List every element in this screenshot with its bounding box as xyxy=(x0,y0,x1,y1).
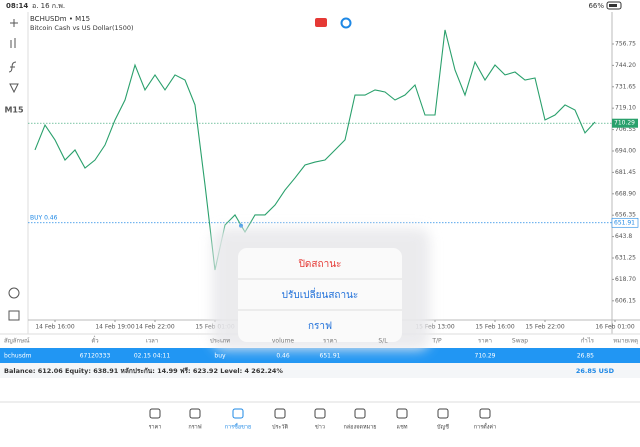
position-row[interactable] xyxy=(0,348,640,363)
timeframe-button[interactable]: M15 xyxy=(4,106,24,115)
summary-bg xyxy=(0,363,640,378)
one-click-button[interactable] xyxy=(315,18,327,27)
position-label: BUY 0.46 xyxy=(30,214,58,221)
dialog-option[interactable]: กราฟ xyxy=(308,321,332,332)
total-profit: 26.85 USD xyxy=(576,367,615,375)
tab-label[interactable]: ข่าว xyxy=(315,425,325,431)
plot: 606.15 618.70 631.25 643.8 656.35 668.90 681.4… xyxy=(28,29,639,331)
action-sheet-bg xyxy=(238,248,402,342)
x-tick-label: 16 Feb 01:00 xyxy=(595,324,635,331)
column-header: T/P xyxy=(431,338,442,345)
y-tick-label: 631.25 xyxy=(615,255,636,262)
bid-price: 710.29 xyxy=(614,120,635,127)
column-header: ตั๋ว xyxy=(91,335,98,344)
y-tick-label: 606.15 xyxy=(615,297,636,304)
status-time: 08:14 xyxy=(6,2,28,10)
battery-icon xyxy=(606,1,622,10)
tab-icon[interactable] xyxy=(437,408,449,419)
x-tick-label: 14 Feb 16:00 xyxy=(35,324,75,331)
y-tick-label: 731.65 xyxy=(615,83,636,90)
sync-button[interactable] xyxy=(340,17,352,29)
y-tick-label: 643.8 xyxy=(615,233,632,240)
position-price: 651.91 xyxy=(614,219,635,226)
column-header: สัญลักษณ์ xyxy=(4,337,30,345)
cell: 651.91 xyxy=(320,353,341,360)
objects-tool[interactable] xyxy=(9,83,19,94)
y-tick-label: 656.35 xyxy=(615,212,636,219)
tab-icon[interactable] xyxy=(149,408,161,419)
crosshair-tool[interactable] xyxy=(10,19,18,27)
chart-title: BCHUSDm • M15 xyxy=(30,15,90,23)
status-date: อ. 16 ก.พ. xyxy=(32,2,65,10)
y-tick-label: 719.10 xyxy=(615,105,636,112)
cell: 0.46 xyxy=(276,353,290,360)
y-tick-label: 694.00 xyxy=(615,147,636,154)
tab-icon[interactable] xyxy=(479,408,491,419)
column-header: Swap xyxy=(512,338,528,345)
tab-label[interactable]: การตั้งค่า xyxy=(474,423,496,431)
x-tick-label: 15 Feb 22:00 xyxy=(525,324,565,331)
column-header: เวลา xyxy=(146,338,158,345)
y-tick-label: 744.20 xyxy=(615,62,636,69)
cell: 02.15 04:11 xyxy=(134,353,171,360)
battery-level: 66% xyxy=(588,2,604,10)
left-toolbar xyxy=(8,19,20,321)
y-tick-label: 618.70 xyxy=(615,276,636,283)
indicator-tool[interactable] xyxy=(10,38,16,48)
zoom-tool[interactable] xyxy=(8,287,20,299)
chart-subtitle: Bitcoin Cash vs US Dollar(1500) xyxy=(30,24,134,32)
tab-bar: ราคา กราฟ การซื้อขาย ประวัติ ข่าว กล่องจดหมาย… xyxy=(149,408,496,431)
account-summary: Balance: 612.06 Equity: 638.91 หลักประกั… xyxy=(4,367,283,375)
tab-icon[interactable] xyxy=(189,408,201,419)
x-tick-label: 14 Feb 22:00 xyxy=(135,324,175,331)
column-header: volume xyxy=(272,338,295,345)
entry-marker xyxy=(239,223,243,228)
x-tick-label: 15 Feb 13:00 xyxy=(415,324,455,331)
y-tick-label: 706.55 xyxy=(615,126,636,133)
column-header: หมายเหตุ xyxy=(613,338,638,345)
column-header: ราคา xyxy=(323,338,337,345)
x-tick-label: 14 Feb 19:00 xyxy=(95,324,135,331)
tab-icon[interactable] xyxy=(232,408,244,419)
column-header: ราคา xyxy=(478,338,492,345)
position-price-tag xyxy=(611,217,639,228)
y-tick-label: 756.75 xyxy=(615,40,636,47)
tab-label[interactable]: กล่องจดหมาย xyxy=(343,425,376,431)
tab-label[interactable]: บัญชี xyxy=(437,424,449,431)
tab-label[interactable]: แชท xyxy=(397,424,408,431)
column-header: S/L xyxy=(378,338,388,345)
dialog-option[interactable]: ปรับเปลี่ยนสถานะ xyxy=(282,287,359,301)
tab-icon[interactable] xyxy=(354,408,366,419)
y-tick-label: 681.45 xyxy=(615,169,636,176)
add-tool[interactable] xyxy=(8,310,20,321)
tab-icon[interactable] xyxy=(396,408,408,419)
tab-label[interactable]: ประวัติ xyxy=(272,424,288,431)
y-tick-label: 668.90 xyxy=(615,190,636,197)
cell: 710.29 xyxy=(475,353,496,360)
tab-icon[interactable] xyxy=(274,408,286,419)
x-tick-label: 15 Feb 16:00 xyxy=(475,324,515,331)
dialog-option[interactable]: ปิดสถานะ xyxy=(298,259,341,270)
tab-label[interactable]: การซื้อขาย xyxy=(225,423,251,431)
tab-label[interactable]: กราฟ xyxy=(188,424,201,431)
cell: buy xyxy=(214,353,226,360)
cell: 67120333 xyxy=(80,353,111,360)
bid-tag xyxy=(612,118,638,128)
column-header: กำไร xyxy=(581,337,595,345)
tab-icon[interactable] xyxy=(314,408,326,419)
price-line xyxy=(34,29,596,271)
cell: bchusdm xyxy=(4,353,32,360)
cell: 26.85 xyxy=(577,353,594,360)
tab-label[interactable]: ราคา xyxy=(149,425,162,431)
battery-fill xyxy=(609,4,617,7)
function-tool[interactable] xyxy=(8,61,17,73)
column-header: ประเภท xyxy=(210,338,230,345)
